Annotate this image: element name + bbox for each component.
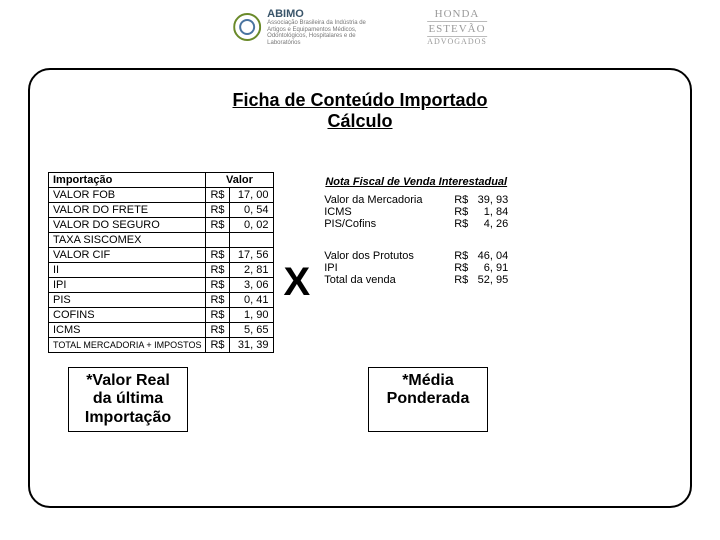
row-currency: R$: [450, 250, 472, 262]
row-label: VALOR DO SEGURO: [49, 218, 206, 233]
row-currency: [206, 233, 229, 248]
table-row: IPIR$6, 91: [320, 262, 512, 274]
table-row: VALOR DO FRETER$0, 54: [49, 203, 274, 218]
row-currency: R$: [450, 218, 472, 230]
table-row: PISR$0, 41: [49, 293, 274, 308]
table-row: VALOR DO SEGUROR$0, 02: [49, 218, 274, 233]
row-value: 17, 56: [229, 248, 273, 263]
row-value: 4, 26: [472, 218, 512, 230]
row-currency: R$: [206, 338, 229, 353]
table-row: VALOR FOBR$17, 00: [49, 188, 274, 203]
honda-line-1: HONDA: [427, 8, 487, 22]
row-label: PIS/Cofins: [320, 218, 450, 230]
row-currency: R$: [206, 263, 229, 278]
import-col-2: Valor: [206, 173, 273, 188]
row-label: ICMS: [320, 206, 450, 218]
row-currency: R$: [206, 293, 229, 308]
table-row: ICMSR$5, 65: [49, 323, 274, 338]
row-label: IPI: [49, 278, 206, 293]
row-label: Valor dos Protutos: [320, 250, 450, 262]
row-currency: R$: [206, 248, 229, 263]
table-row: Total da vendaR$52, 95: [320, 274, 512, 286]
row-currency: R$: [206, 218, 229, 233]
row-currency: R$: [450, 274, 472, 286]
row-value: 2, 81: [229, 263, 273, 278]
row-currency: R$: [206, 203, 229, 218]
table-row: ICMSR$1, 84: [320, 206, 512, 218]
row-value: 5, 65: [229, 323, 273, 338]
separator-row: [320, 230, 512, 240]
row-value: 6, 91: [472, 262, 512, 274]
row-value: 39, 93: [472, 194, 512, 206]
row-label: ICMS: [49, 323, 206, 338]
row-label: Valor da Mercadoria: [320, 194, 450, 206]
import-table: Importação Valor VALOR FOBR$17, 00VALOR …: [48, 172, 274, 353]
row-label: VALOR DO FRETE: [49, 203, 206, 218]
footnote-valor-real: *Valor Real da última Importação: [68, 367, 188, 432]
row-value: 0, 02: [229, 218, 273, 233]
page-title: Ficha de Conteúdo Importado Cálculo: [48, 90, 672, 132]
abimo-sub: Associação Brasileira da Indústria de Ar…: [267, 20, 377, 46]
separator-row: [320, 240, 512, 250]
row-value: [229, 233, 273, 248]
abimo-icon: [233, 13, 261, 41]
row-currency: R$: [206, 188, 229, 203]
row-value: 3, 06: [229, 278, 273, 293]
content-frame: Ficha de Conteúdo Importado Cálculo Impo…: [28, 68, 692, 508]
table-row: COFINSR$1, 90: [49, 308, 274, 323]
table-row: TOTAL MERCADORIA + IMPOSTOSR$31, 39: [49, 338, 274, 353]
row-label: IPI: [320, 262, 450, 274]
row-value: 46, 04: [472, 250, 512, 262]
title-line-2: Cálculo: [48, 111, 672, 132]
row-value: 0, 41: [229, 293, 273, 308]
row-label: TAXA SISCOMEX: [49, 233, 206, 248]
honda-line-2: ESTEVÃO: [427, 22, 487, 37]
row-currency: R$: [206, 323, 229, 338]
row-currency: R$: [206, 278, 229, 293]
table-row: Valor dos ProtutosR$46, 04: [320, 250, 512, 262]
row-value: 1, 90: [229, 308, 273, 323]
row-currency: R$: [450, 194, 472, 206]
row-label: TOTAL MERCADORIA + IMPOSTOS: [49, 338, 206, 353]
row-label: PIS: [49, 293, 206, 308]
row-label: VALOR CIF: [49, 248, 206, 263]
row-value: 0, 54: [229, 203, 273, 218]
row-label: COFINS: [49, 308, 206, 323]
row-currency: R$: [450, 206, 472, 218]
logo-abimo: ABIMO Associação Brasileira da Indústria…: [233, 8, 377, 46]
row-value: 31, 39: [229, 338, 273, 353]
multiply-mark: X: [284, 260, 311, 305]
table-row: Valor da MercadoriaR$39, 93: [320, 194, 512, 206]
table-row: PIS/CofinsR$4, 26: [320, 218, 512, 230]
footnote-media: *Média Ponderada: [368, 367, 488, 432]
row-label: II: [49, 263, 206, 278]
logo-honda: HONDA ESTEVÃO ADVOGADOS: [427, 8, 487, 47]
row-value: 1, 84: [472, 206, 512, 218]
nota-block: Nota Fiscal de Venda Interestadual Valor…: [320, 176, 512, 286]
table-row: IIR$2, 81: [49, 263, 274, 278]
import-col-1: Importação: [49, 173, 206, 188]
row-currency: R$: [450, 262, 472, 274]
header-logos: ABIMO Associação Brasileira da Indústria…: [233, 8, 487, 47]
table-row: IPIR$3, 06: [49, 278, 274, 293]
title-line-1: Ficha de Conteúdo Importado: [48, 90, 672, 111]
table-row: TAXA SISCOMEX: [49, 233, 274, 248]
nota-heading: Nota Fiscal de Venda Interestadual: [320, 176, 512, 188]
row-value: 52, 95: [472, 274, 512, 286]
table-row: VALOR CIFR$17, 56: [49, 248, 274, 263]
row-label: Total da venda: [320, 274, 450, 286]
nota-rows: Valor da MercadoriaR$39, 93ICMSR$1, 84PI…: [320, 194, 512, 286]
honda-adv: ADVOGADOS: [427, 37, 487, 47]
row-label: VALOR FOB: [49, 188, 206, 203]
row-currency: R$: [206, 308, 229, 323]
row-value: 17, 00: [229, 188, 273, 203]
abimo-brand: ABIMO: [267, 8, 377, 20]
